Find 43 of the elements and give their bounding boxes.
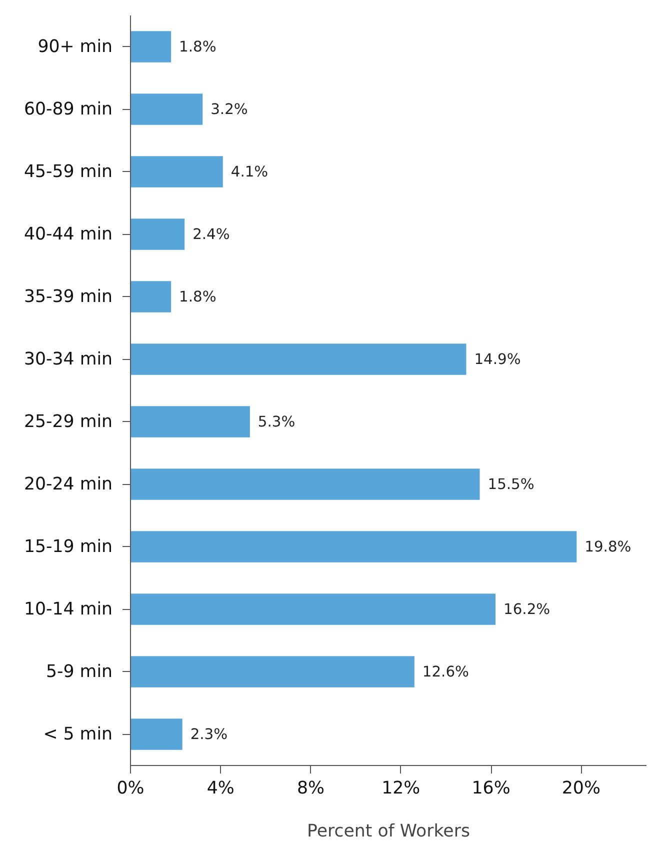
y-tick-label: 40-44 min	[24, 224, 113, 244]
data-label: 19.8%	[584, 538, 632, 556]
bar	[130, 656, 414, 688]
x-tick-label: 0%	[116, 778, 144, 798]
y-tick-label: 5-9 min	[46, 662, 113, 682]
y-tick-label: 45-59 min	[24, 162, 113, 182]
y-tick-label: 35-39 min	[24, 286, 113, 307]
data-label: 3.2%	[210, 100, 248, 118]
bar	[130, 281, 172, 312]
y-tick-label: 25-29 min	[24, 412, 113, 432]
data-label: 1.8%	[179, 38, 216, 56]
data-label: 2.3%	[190, 726, 228, 743]
data-label: 1.8%	[179, 288, 216, 306]
bar	[130, 31, 172, 62]
y-tick-label: 60-89 min	[24, 99, 113, 120]
data-label: 14.9%	[474, 350, 521, 368]
data-label: 15.5%	[488, 476, 534, 493]
bar	[130, 156, 223, 188]
y-tick-label: 10-14 min	[24, 599, 113, 620]
y-tick-label: 15-19 min	[24, 536, 113, 557]
y-tick-label: 20-24 min	[24, 474, 113, 494]
x-tick-label: 4%	[206, 778, 234, 798]
bar	[130, 94, 203, 125]
bar	[130, 531, 577, 562]
data-label: 5.3%	[258, 413, 296, 430]
bar	[130, 718, 182, 750]
bar	[130, 218, 185, 250]
bar	[130, 468, 480, 500]
bar	[130, 406, 250, 438]
x-tick-label: 12%	[382, 778, 420, 798]
data-label: 12.6%	[422, 663, 470, 680]
x-tick-label: 20%	[562, 778, 600, 798]
x-axis-title: Percent of Workers	[307, 822, 470, 842]
data-label: 4.1%	[230, 163, 268, 180]
y-tick-label: 90+ min	[38, 36, 113, 57]
data-label: 2.4%	[192, 226, 230, 243]
bar	[130, 344, 466, 375]
y-tick-label: < 5 min	[43, 724, 113, 744]
y-tick-label: 30-34 min	[24, 349, 113, 370]
data-label: 16.2%	[504, 600, 550, 618]
x-tick-label: 16%	[472, 778, 510, 798]
x-tick-label: 8%	[297, 778, 325, 798]
bar	[130, 594, 496, 625]
